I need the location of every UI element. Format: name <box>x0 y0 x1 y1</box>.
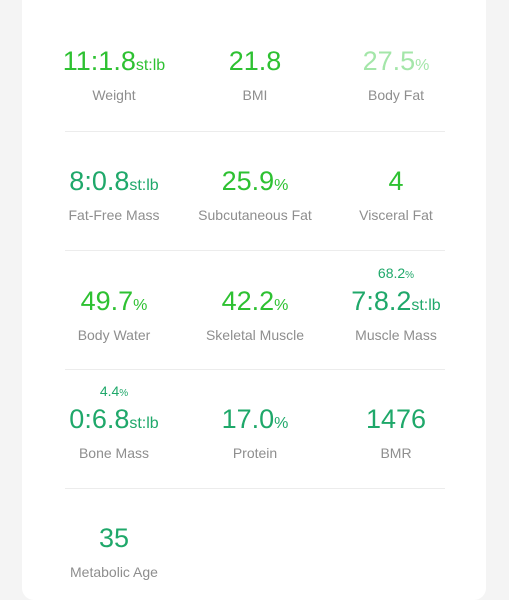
metric-unit: st:lb <box>135 57 166 74</box>
metric-value: 7:8.2st:lb <box>351 286 441 316</box>
metric-label: Fat-Free Mass <box>68 207 160 223</box>
metric-subcutaneous-fat[interactable]: 25.9% Subcutaneous Fat <box>185 165 325 235</box>
metric-label: Body Fat <box>367 87 425 103</box>
metric-label: Protein <box>232 445 278 461</box>
metric-bmr[interactable]: 1476 BMR <box>326 403 466 473</box>
metric-unit: % <box>274 415 289 432</box>
metric-unit: % <box>133 297 148 314</box>
row-divider <box>65 488 445 489</box>
metric-value: 25.9% <box>221 166 289 196</box>
metric-value: 27.5% <box>362 46 430 76</box>
metric-value: 8:0.8st:lb <box>69 166 159 196</box>
metric-percent-note: 4.4% <box>99 383 129 399</box>
metric-unit: st:lb <box>129 177 159 194</box>
metric-label: Subcutaneous Fat <box>198 207 312 223</box>
metric-skeletal-muscle[interactable]: 42.2% Skeletal Muscle <box>185 285 325 355</box>
metric-value: 21.8 <box>228 46 282 76</box>
metric-label: Metabolic Age <box>70 564 158 580</box>
metric-percent-note: 68.2% <box>377 265 415 281</box>
metric-protein[interactable]: 17.0% Protein <box>185 403 325 473</box>
body-metrics-card <box>22 0 486 600</box>
row-divider <box>65 250 445 251</box>
metric-unit: % <box>415 57 430 74</box>
metric-label: Muscle Mass <box>355 327 437 343</box>
metric-label: Bone Mass <box>78 445 150 461</box>
metric-unit: % <box>274 177 289 194</box>
metric-unit: % <box>274 297 289 314</box>
metric-label: Body Water <box>77 327 151 343</box>
metric-metabolic-age[interactable]: 35 Metabolic Age <box>44 522 184 592</box>
metric-value: 42.2% <box>221 286 289 316</box>
metric-value: 49.7% <box>80 286 148 316</box>
metric-label: Weight <box>92 87 136 103</box>
metric-value: 17.0% <box>221 404 289 434</box>
row-divider <box>65 131 445 132</box>
metric-value: 4 <box>388 166 404 196</box>
metric-visceral-fat[interactable]: 4 Visceral Fat <box>326 165 466 235</box>
metric-value: 35 <box>98 523 130 553</box>
metric-bone-mass[interactable]: 4.4% 0:6.8st:lb Bone Mass <box>44 383 184 473</box>
metric-body-water[interactable]: 49.7% Body Water <box>44 285 184 355</box>
metric-label: Visceral Fat <box>359 207 433 223</box>
metric-label: Skeletal Muscle <box>205 327 305 343</box>
metric-fat-free-mass[interactable]: 8:0.8st:lb Fat-Free Mass <box>44 165 184 235</box>
metric-value: 1476 <box>365 404 427 434</box>
metric-value: 11:1.8st:lb <box>62 46 166 76</box>
row-divider <box>65 369 445 370</box>
metric-label: BMR <box>380 445 412 461</box>
metric-label: BMI <box>242 87 268 103</box>
metric-muscle-mass[interactable]: 68.2% 7:8.2st:lb Muscle Mass <box>326 265 466 355</box>
metric-unit: st:lb <box>411 297 441 314</box>
metric-unit: st:lb <box>129 415 159 432</box>
metric-weight[interactable]: 11:1.8st:lb Weight <box>44 45 184 115</box>
metric-value: 0:6.8st:lb <box>69 404 159 434</box>
metric-bmi[interactable]: 21.8 BMI <box>185 45 325 115</box>
metric-body-fat[interactable]: 27.5% Body Fat <box>326 45 466 115</box>
